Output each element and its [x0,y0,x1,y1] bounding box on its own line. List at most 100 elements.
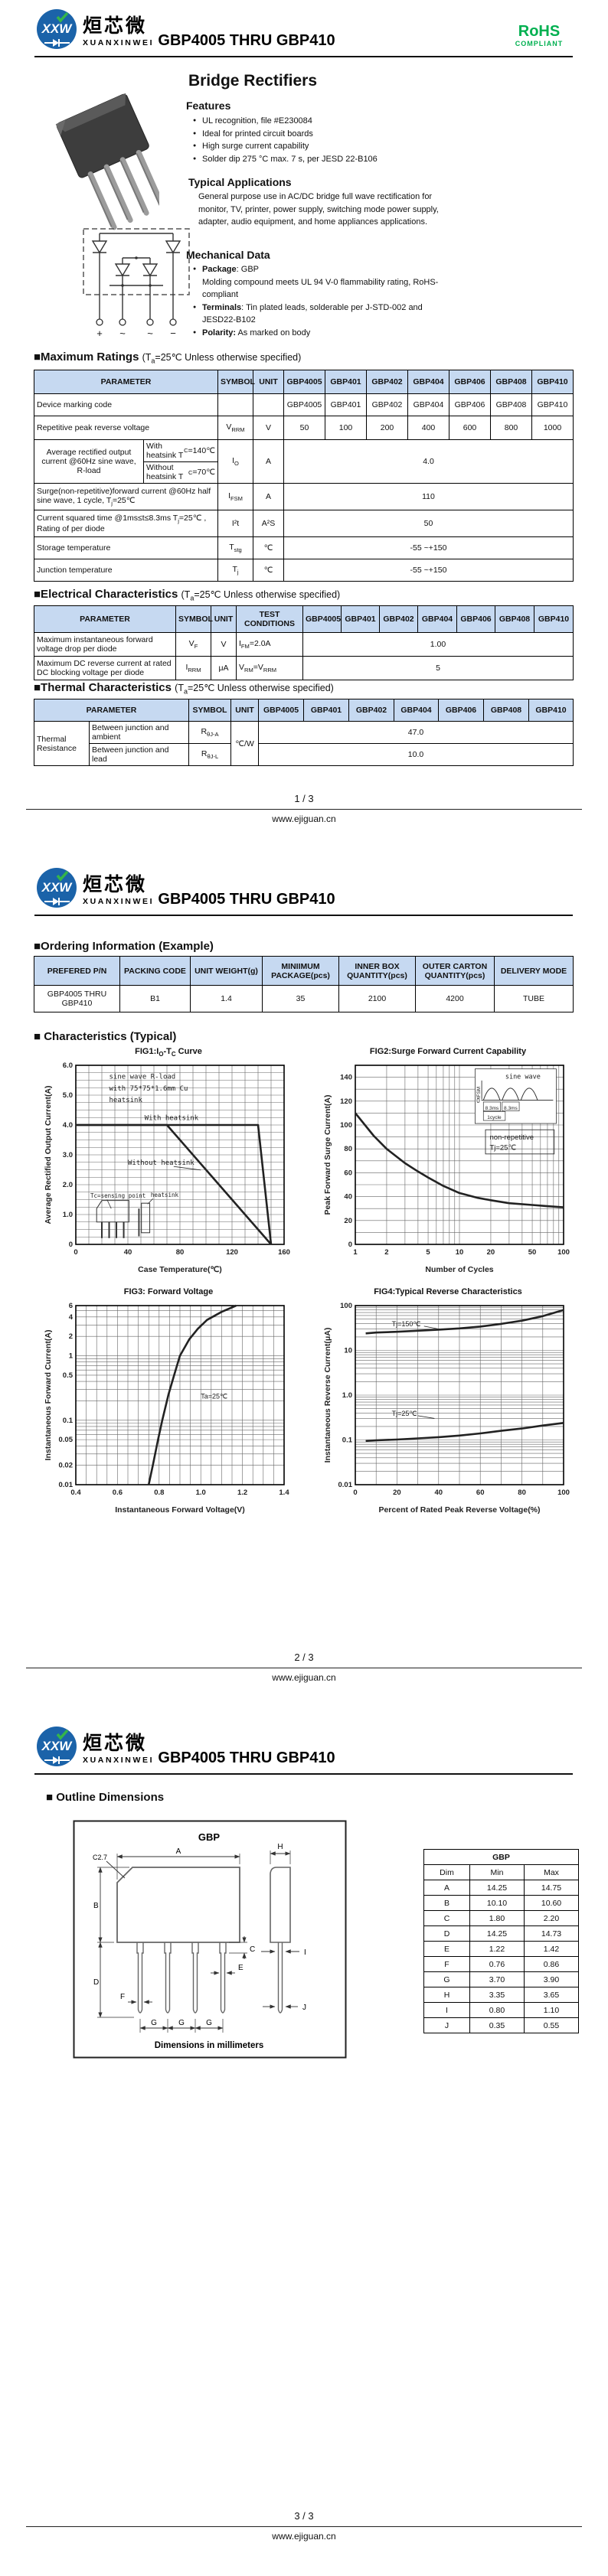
drawing-package-label: GBP [198,1831,221,1843]
svg-text:Without heatsink: Without heatsink [128,1159,194,1167]
cell: GBP4005 [283,393,325,416]
doc-title: GBP4005 THRU GBP410 [158,891,335,908]
cell: GBP404 [394,699,440,722]
table-row: B 10.10 10.60 [423,1895,580,1911]
table-header-row: Dim Min Max [423,1864,580,1880]
svg-text:8.3ms: 8.3ms [504,1106,518,1111]
table-row: Maximum DC reverse current at rated DC b… [34,656,574,680]
cell: PACKING CODE [119,956,191,986]
param-cell: Current squared time @1ms≤t≤8.3ms Tj=25℃… [34,510,218,537]
unit-cell: A [253,483,284,510]
cell: F [423,1956,470,1972]
value-cell: -55 ~+150 [283,559,574,582]
rohs-badge: RoHS COMPLIANT [499,23,579,47]
cell: GBP4005 THRU GBP410 [34,985,120,1012]
cell: PREFERED P/N [34,956,120,986]
svg-text:120: 120 [340,1097,352,1106]
svg-text:0: 0 [348,1241,352,1249]
col-header: UNIT [230,699,260,722]
test-cond-cell: VRM=VRRM [236,656,303,680]
unit-cell: V [211,632,237,657]
unit-cell: ℃/W [230,721,260,766]
param-cell: Average rectified output current @60Hz s… [34,439,218,484]
bridge-schematic: + ~ ~ − [83,228,190,339]
svg-text:Tj=25℃: Tj=25℃ [392,1410,417,1417]
table-row: F 0.76 0.86 [423,1956,580,1972]
feature-item: Ideal for printed circuit boards [193,128,553,141]
svg-text:0.6: 0.6 [113,1489,123,1497]
cell: 2100 [338,985,416,1012]
drawing-caption: Dimensions in millimeters [155,2041,264,2050]
outline-heading: ■ Outline Dimensions [46,1791,165,1804]
svg-text:10: 10 [344,1347,352,1355]
cell: A [423,1880,470,1896]
electrical-heading: ■Electrical Characteristics (Ta=25℃ Unle… [34,588,341,602]
unit-cell: μA [211,656,237,680]
page-1: XXW 烜芯微 XUANXINWEI GBP4005 THRU GBP410 R… [0,0,608,859]
table-header-row: PARAMETER SYMBOL UNIT TEST CONDITIONS GB… [34,605,574,633]
cell: 1.42 [523,1941,580,1957]
svg-text:Peak Forward Surge Current(A): Peak Forward Surge Current(A) [323,1095,332,1215]
dim-label-C: C [250,1945,255,1954]
cell: 0.86 [523,1956,580,1972]
svg-text:80: 80 [344,1145,352,1153]
svg-text:0.01: 0.01 [338,1481,353,1489]
cell: GBP408 [490,370,532,394]
cell: 0.55 [523,2017,580,2033]
svg-text:0: 0 [74,1248,77,1257]
dim-label-G: G [151,2019,157,2027]
col-header: PARAMETER [33,699,190,722]
svg-text:8.3ms: 8.3ms [485,1106,499,1111]
cell: GBP401 [341,605,380,633]
cell: 200 [366,416,408,440]
header-rule [34,915,573,916]
cell: GBP401 [325,393,367,416]
fig1-chart: 0 40 80 120 160 0 1.0 2.0 3.0 4.0 5.0 6.0 Case Tempe… [44,1061,290,1274]
dim-label-H: H [277,1843,283,1851]
unit-cell [253,393,284,416]
dim-label-E: E [238,1964,244,1972]
cell: 400 [407,416,449,440]
mechanical-list: Package: GBP Molding compound meets UL 9… [193,263,446,339]
cell: H [423,1987,470,2003]
cell: GBP401 [303,699,350,722]
cell: GBP408 [483,699,530,722]
symbol-cell: Tstg [217,536,253,559]
table-header-row: PARAMETER SYMBOL UNIT GBP4005 GBP401 GBP40… [33,699,574,722]
cell: GBP406 [449,370,491,394]
cell: GBP404 [417,605,457,633]
cell: D [423,1925,470,1942]
svg-text:2: 2 [384,1248,388,1257]
param-cell: Storage temperature [34,536,218,559]
svg-text:20: 20 [393,1489,401,1497]
pin-label-ac2: ~ [147,328,153,339]
thermal-heading: ■Thermal Characteristics (Ta=25℃ Unless … [34,681,334,696]
cell: 4200 [415,985,495,1012]
applications-heading: Typical Applications [188,176,292,188]
value-cell: 4.0 [283,439,574,484]
svg-text:0.01: 0.01 [59,1481,74,1489]
feature-item: High surge current capability [193,140,553,153]
cell: C [423,1910,470,1926]
svg-text:20: 20 [344,1217,352,1225]
svg-text:IFSM: IFSM [476,1087,482,1099]
table-row: Average rectified output current @60Hz s… [34,439,574,484]
cell: E [423,1941,470,1957]
svg-text:140: 140 [340,1074,352,1082]
pin-label-minus: − [170,328,176,339]
svg-text:0.4: 0.4 [70,1489,81,1497]
test-cond-cell: IFM=2.0A [236,632,303,657]
svg-text:sine wave R-load: sine wave R-load [110,1074,176,1081]
brand-logo: XXW [35,1725,80,1773]
svg-text:120: 120 [226,1248,238,1257]
table-title-row: GBP [423,1849,580,1865]
svg-text:60: 60 [476,1489,485,1497]
col-header: SYMBOL [217,370,255,394]
logo-monogram: XXW [41,21,74,36]
svg-text:Tj=25℃: Tj=25℃ [489,1143,516,1152]
col-header: TEST CONDITIONS [236,605,303,633]
cell: Min [469,1864,525,1880]
cell: INNER BOX QUANTITY(pcs) [338,956,416,986]
page-number: 3 / 3 [294,2510,314,2522]
